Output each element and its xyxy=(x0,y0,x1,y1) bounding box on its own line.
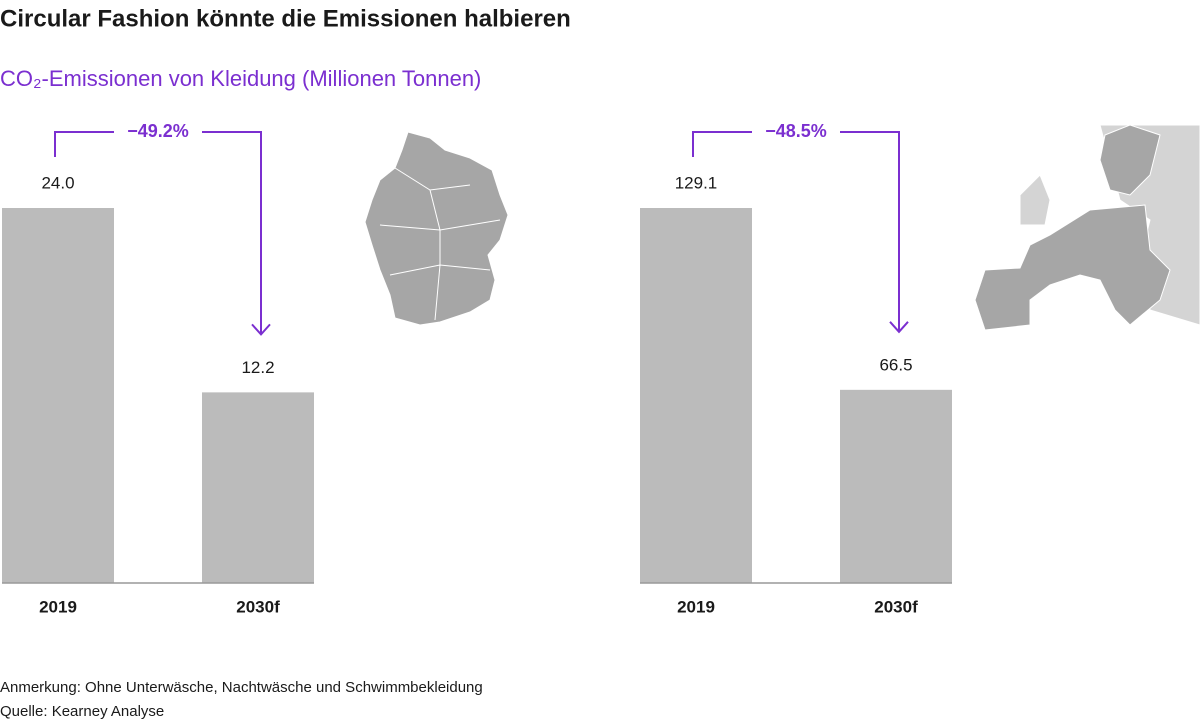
change-annotation: −48.5% xyxy=(765,121,827,141)
x-tick-label: 2030f xyxy=(236,597,280,616)
bar xyxy=(202,392,314,583)
arrow-head xyxy=(251,323,271,336)
x-tick-label: 2030f xyxy=(874,597,918,616)
value-label: 66.5 xyxy=(879,355,912,374)
chart-subtitle: CO₂-Emissionen von Kleidung (Millionen T… xyxy=(0,66,481,91)
germany-map xyxy=(364,131,509,326)
value-label: 24.0 xyxy=(41,173,74,192)
bar xyxy=(640,208,752,583)
source: Quelle: Kearney Analyse xyxy=(0,703,164,720)
change-annotation: −49.2% xyxy=(127,121,189,141)
europe-map xyxy=(974,124,1200,331)
annotation-bg xyxy=(114,120,202,144)
value-label: 12.2 xyxy=(241,358,274,377)
x-tick-label: 2019 xyxy=(677,597,715,616)
arrow-head xyxy=(889,321,909,334)
annotation-bg xyxy=(752,120,840,144)
value-label: 129.1 xyxy=(675,173,718,192)
note: Anmerkung: Ohne Unterwäsche, Nachtwäsche… xyxy=(0,679,483,696)
bar xyxy=(840,389,952,583)
bar xyxy=(2,208,114,583)
chart-title: Circular Fashion könnte die Emissionen h… xyxy=(0,5,571,32)
x-tick-label: 2019 xyxy=(39,597,77,616)
